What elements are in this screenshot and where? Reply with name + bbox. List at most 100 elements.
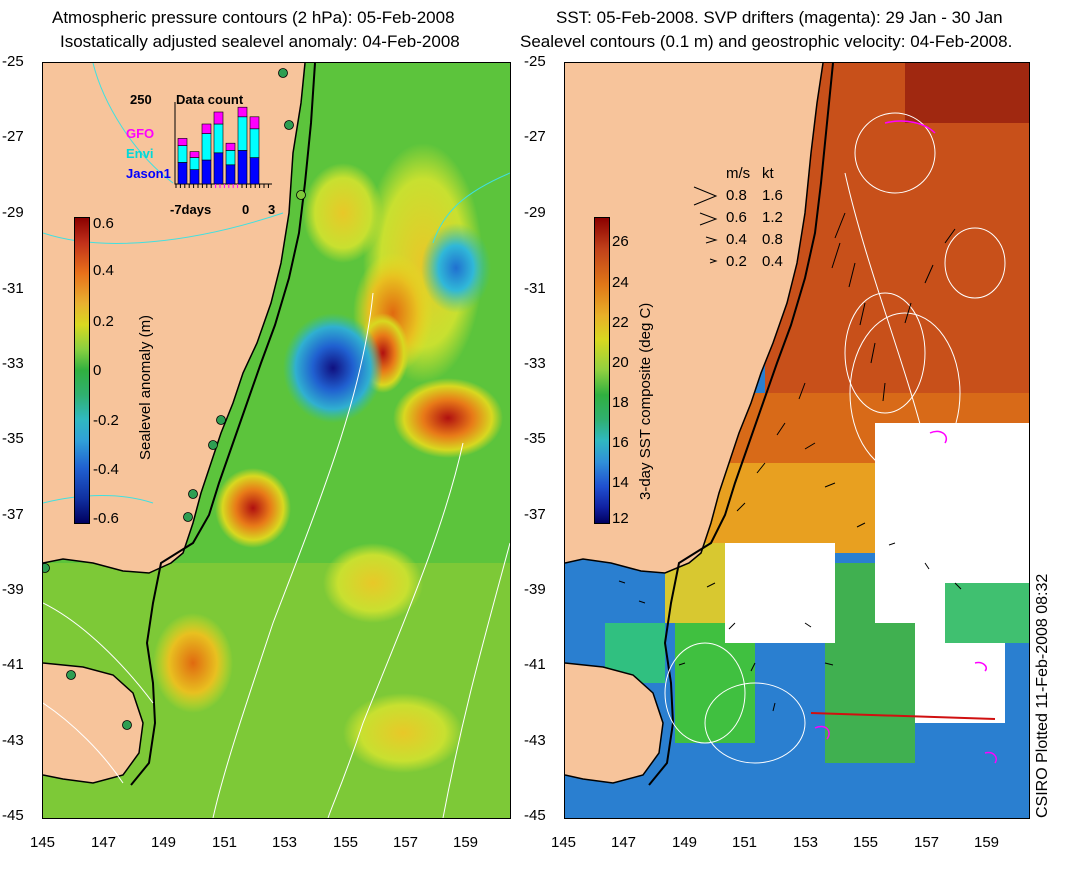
inset-bar-jason1 — [237, 150, 248, 185]
inset-bar-jason1 — [189, 169, 200, 185]
sst-tick: 20 — [612, 354, 629, 371]
lat-label-left: -27 — [2, 128, 24, 145]
sealevel-tick: 0 — [93, 362, 102, 379]
right-title-line2: Sealevel contours (0.1 m) and geostrophi… — [520, 32, 1013, 51]
lon-label-right: 151 — [732, 834, 758, 851]
inset-bar-gfo — [225, 142, 236, 151]
sst-tick: 24 — [612, 274, 629, 291]
inset-bar-gfo — [201, 123, 212, 134]
velocity-key-ms: 0.8 — [726, 187, 747, 204]
sealevel-tick: -0.2 — [93, 412, 119, 429]
lon-label-left: 145 — [30, 834, 56, 851]
sst-map — [564, 62, 1030, 819]
inset-bar-envi — [249, 128, 260, 158]
lat-label-left: -35 — [2, 430, 24, 447]
right-title-line1: SST: 05-Feb-2008. SVP drifters (magenta)… — [556, 8, 1003, 27]
lat-label-right: -43 — [524, 732, 546, 749]
lon-label-right: 159 — [974, 834, 1000, 851]
lat-label-right: -31 — [524, 280, 546, 297]
lat-label-left: -43 — [2, 732, 24, 749]
left-title-line2: Isostatically adjusted sealevel anomaly:… — [60, 32, 460, 51]
inset-bar-jason1 — [225, 164, 236, 185]
lat-label-left: -45 — [2, 807, 24, 824]
lat-label-right: -41 — [524, 656, 546, 673]
lon-label-left: 157 — [393, 834, 419, 851]
lon-label-right: 149 — [672, 834, 698, 851]
lon-label-left: 155 — [333, 834, 359, 851]
sealevel-tick: 0.2 — [93, 313, 114, 330]
inset-bar-envi — [201, 133, 212, 161]
velocity-key-arrows — [693, 186, 718, 264]
lat-label-right: -29 — [524, 204, 546, 221]
sst-tick: 12 — [612, 510, 629, 527]
inset-bar-envi — [189, 157, 200, 170]
lat-label-left: -29 — [2, 204, 24, 221]
data-count-inset: 250 Data count GFO Envi Jason1 -7days 0 … — [120, 88, 300, 217]
lon-label-left: 153 — [272, 834, 298, 851]
sealevel-tick: -0.6 — [93, 510, 119, 527]
lat-label-left: -33 — [2, 355, 24, 372]
lon-label-left: 151 — [212, 834, 238, 851]
velocity-key-header-ms: m/s — [726, 165, 751, 182]
velocity-key: m/s kt 0.8 1.6 0.6 1.2 0.4 0.8 0.2 0.4 — [690, 165, 800, 275]
velocity-key-ms: 0.4 — [726, 231, 747, 248]
inset-bar-gfo — [237, 106, 248, 118]
sealevel-anomaly-map — [42, 62, 511, 819]
inset-bar-jason1 — [201, 159, 212, 185]
velocity-key-ms: 0.2 — [726, 253, 747, 270]
lon-label-right: 155 — [853, 834, 879, 851]
velocity-key-ms: 0.6 — [726, 209, 747, 226]
lon-label-left: 147 — [91, 834, 117, 851]
lon-label-left: 159 — [453, 834, 479, 851]
sealevel-tick: 0.4 — [93, 262, 114, 279]
velocity-key-kt: 1.6 — [762, 187, 783, 204]
sst-tick: 22 — [612, 314, 629, 331]
inset-bar-jason1 — [249, 157, 260, 185]
lat-label-right: -25 — [524, 53, 546, 70]
sst-colorbar — [594, 217, 610, 524]
lat-label-left: -37 — [2, 506, 24, 523]
inset-legend-jason1: Jason1 — [126, 166, 171, 181]
inset-bar-envi — [225, 150, 236, 166]
inset-bar-jason1 — [213, 152, 224, 185]
lon-label-right: 145 — [551, 834, 577, 851]
sst-colorbar-label: 3-day SST composite (deg C) — [637, 302, 654, 500]
velocity-key-kt: 0.4 — [762, 253, 783, 270]
inset-bar-envi — [177, 145, 188, 163]
lat-label-left: -41 — [2, 656, 24, 673]
inset-ymax-label: 250 — [130, 92, 152, 107]
lat-label-right: -33 — [524, 355, 546, 372]
inset-bar-jason1 — [177, 162, 188, 185]
inset-title: Data count — [176, 92, 244, 107]
inset-legend-gfo: GFO — [126, 126, 155, 141]
velocity-key-kt: 0.8 — [762, 231, 783, 248]
inset-xlabel-end: 3 — [268, 202, 276, 217]
lat-label-right: -35 — [524, 430, 546, 447]
inset-bar-gfo — [213, 111, 224, 125]
sealevel-tick: 0.6 — [93, 215, 114, 232]
inset-bar-envi — [213, 123, 224, 154]
plot-credit: CSIRO Plotted 11-Feb-2008 08:32 — [1034, 573, 1051, 818]
inset-xlabel-start: -7days — [170, 202, 212, 217]
lat-label-right: -37 — [524, 506, 546, 523]
sealevel-colorbar — [74, 217, 90, 524]
inset-bar-chart — [174, 102, 272, 188]
lat-label-left: -39 — [2, 581, 24, 598]
left-title-line1: Atmospheric pressure contours (2 hPa): 0… — [52, 8, 455, 27]
inset-bar-gfo — [177, 138, 188, 146]
inset-legend-envi: Envi — [126, 146, 154, 161]
sealevel-colorbar-label: Sealevel anomaly (m) — [137, 314, 154, 460]
lat-label-right: -45 — [524, 807, 546, 824]
inset-bar-envi — [237, 116, 248, 151]
lon-label-left: 149 — [151, 834, 177, 851]
sst-tick: 26 — [612, 233, 629, 250]
lon-label-right: 157 — [914, 834, 940, 851]
sealevel-tick: -0.4 — [93, 461, 119, 478]
sst-tick: 14 — [612, 474, 629, 491]
inset-bar-gfo — [249, 116, 260, 130]
lon-label-right: 147 — [611, 834, 637, 851]
velocity-key-header-kt: kt — [762, 165, 774, 182]
sst-tick: 16 — [612, 434, 629, 451]
lon-label-right: 153 — [793, 834, 819, 851]
velocity-key-kt: 1.2 — [762, 209, 783, 226]
